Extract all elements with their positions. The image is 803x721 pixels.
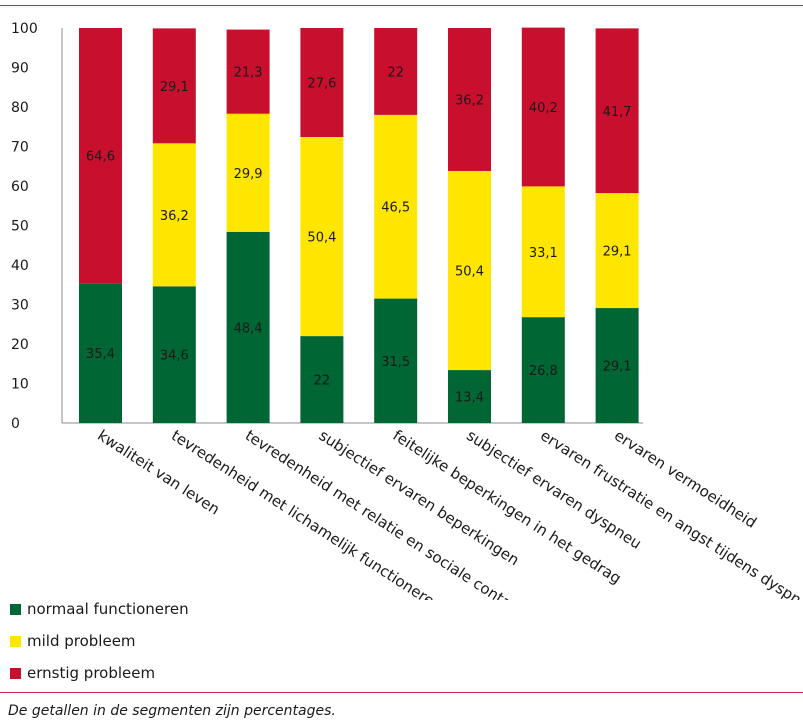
y-tick-label-90: 90 [11,61,29,77]
bar-segment-8-series-2 [595,193,639,309]
bar-segment-2-series-2 [152,143,196,287]
bar-segment-4-series-2 [300,137,344,337]
y-tick-label-60: 60 [11,179,29,195]
data-label-1-series-3: 64,6 [86,150,115,165]
bar-segment-4-series-1 [300,336,344,423]
bar-segment-2-series-1 [152,286,196,423]
legend-label-normaal: normaal functioneren [27,600,189,618]
bar-segment-6-series-3 [448,28,491,171]
data-label-4-series-3: 27,6 [307,77,336,92]
data-label-7-series-1: 26,8 [529,364,558,379]
bottom-rule [0,692,803,693]
footnote: De getallen in de segmenten zijn percent… [8,703,336,719]
data-label-7-series-3: 40,2 [529,101,558,116]
top-rule [0,5,803,6]
legend-item-mild: mild probleem [10,632,136,650]
data-label-8-series-2: 29,1 [603,245,632,260]
bar-segment-2-series-3 [152,28,196,144]
bar-segment-6-series-2 [448,170,491,371]
bar-segment-3-series-1 [226,231,270,423]
y-tick-label-20: 20 [11,337,29,353]
legend-item-ernstig: ernstig probleem [10,664,155,682]
data-label-3-series-2: 29,9 [234,167,263,182]
bar-segment-4-series-3 [300,28,344,138]
data-label-6-series-3: 36,2 [455,93,484,108]
data-label-4-series-1: 22 [314,374,331,389]
y-tick-label-100: 100 [11,21,38,37]
y-tick-label-10: 10 [11,377,29,393]
legend-swatch-mild [10,636,21,647]
bar-segment-5-series-3 [374,28,418,115]
y-tick-label-30: 30 [11,298,29,314]
bar-segment-7-series-2 [521,186,565,318]
data-label-4-series-2: 50,4 [307,231,336,246]
y-tick-label-70: 70 [11,140,29,156]
y-tick-label-0: 0 [11,416,20,432]
data-label-5-series-3: 22 [387,65,404,80]
bar-segment-7-series-1 [521,317,565,423]
y-tick-label-40: 40 [11,258,29,274]
legend-label-mild: mild probleem [27,632,136,650]
data-label-7-series-2: 33,1 [529,246,558,261]
data-label-5-series-1: 31,5 [381,355,410,370]
bar-segment-1-series-3 [79,28,122,284]
data-label-6-series-2: 50,4 [455,265,484,280]
bar-segment-8-series-3 [595,28,639,194]
legend-item-normaal: normaal functioneren [10,600,189,618]
bar-segment-5-series-2 [374,114,418,299]
bar-segment-1-series-1 [79,283,122,423]
data-label-2-series-3: 29,1 [160,80,189,95]
data-label-2-series-1: 34,6 [160,349,189,364]
bar-segment-3-series-3 [226,29,270,114]
data-label-2-series-2: 36,2 [160,209,189,224]
data-label-5-series-2: 46,5 [381,201,410,216]
x-category-label-1: kwaliteit van leven [94,426,223,518]
y-tick-label-50: 50 [11,219,29,235]
bar-segment-8-series-1 [595,308,639,423]
bar-segment-5-series-1 [374,298,418,423]
bar-segment-7-series-3 [521,27,565,187]
y-tick-label-80: 80 [11,100,29,116]
stacked-bar-chart: 0 10 20 30 40 50 60 70 80 90 100 35,4 64,6 kwaliteit … [11,21,803,600]
data-label-8-series-3: 41,7 [603,105,632,120]
bar-segment-3-series-2 [226,113,270,232]
legend-label-ernstig: ernstig probleem [27,664,156,682]
data-label-8-series-1: 29,1 [603,360,632,375]
data-label-6-series-1: 13,4 [455,391,484,406]
legend-swatch-ernstig [10,668,21,679]
data-label-3-series-3: 21,3 [234,66,263,81]
legend-swatch-normaal [10,604,21,615]
data-label-3-series-1: 48,4 [234,321,263,336]
bar-segment-6-series-1 [448,370,491,423]
data-label-1-series-1: 35,4 [86,347,115,362]
